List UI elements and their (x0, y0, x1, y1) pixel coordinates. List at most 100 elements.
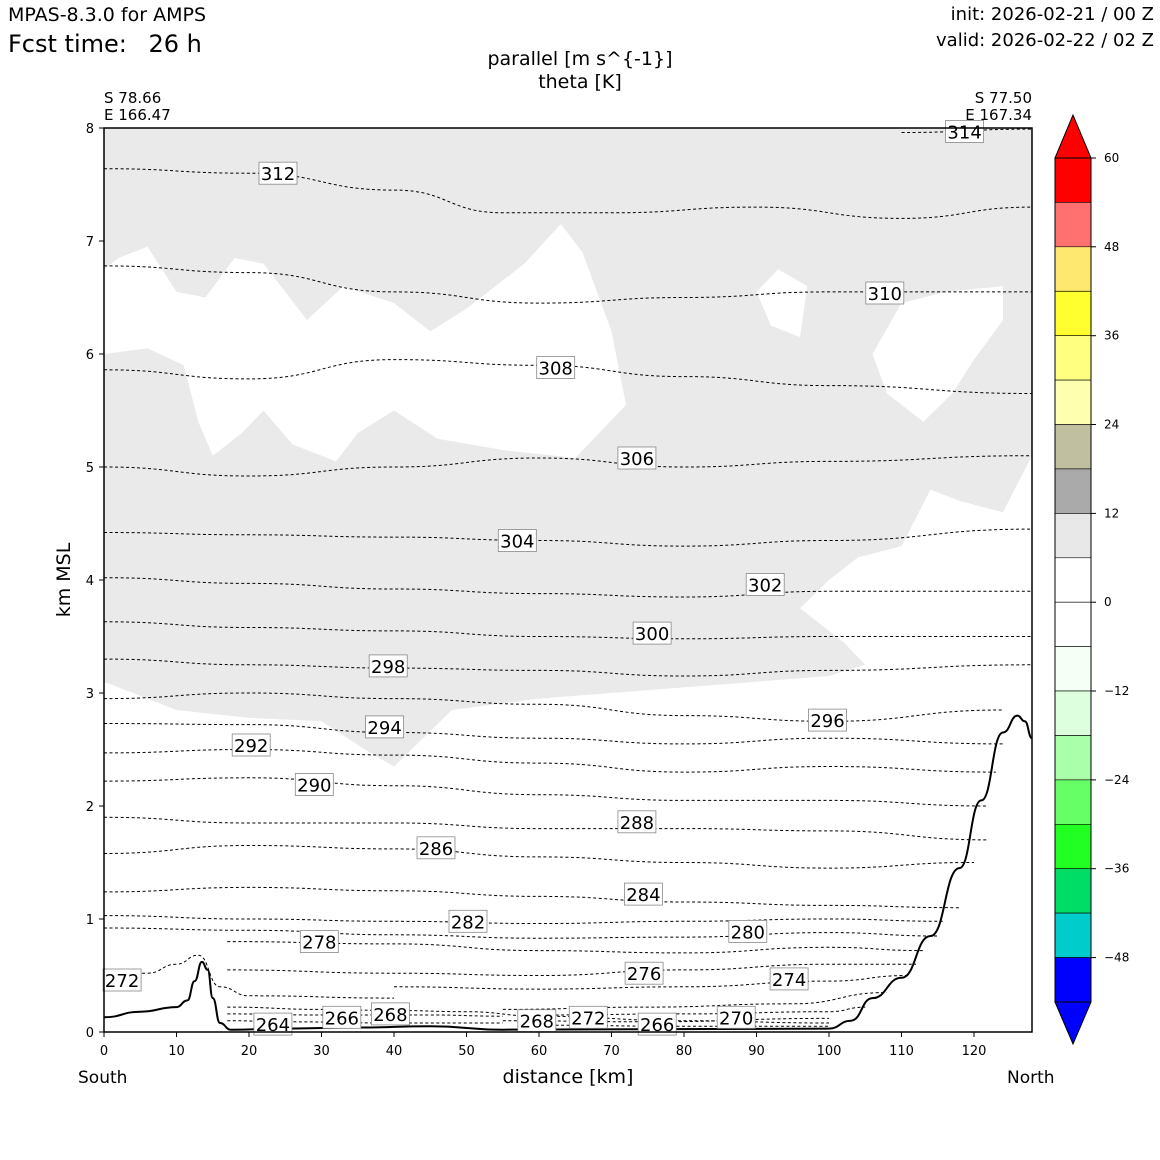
contour-label-text: 266 (325, 1008, 359, 1029)
contour-label-266: 266 (322, 1005, 362, 1029)
contour-label-282: 282 (448, 909, 488, 933)
contour-label-box (624, 882, 663, 906)
contour-label-290: 290 (294, 773, 334, 797)
contour-label-box (299, 930, 339, 953)
contour-label-298: 298 (368, 654, 408, 678)
north-label: North (1007, 1068, 1055, 1088)
contour-label-box (322, 1005, 362, 1029)
y-tick-label: 1 (86, 913, 94, 928)
colorbar-segment (1054, 513, 1092, 559)
y-tick-label: 7 (86, 235, 94, 250)
contour-label-270: 270 (716, 1005, 756, 1029)
y-axis: 0 1 2 3 4 5 6 7 8 (86, 122, 104, 1041)
y-axis-label: km MSL (53, 542, 75, 617)
contour-label-text: 268 (373, 1005, 407, 1026)
contour-label-text: 270 (719, 1008, 753, 1029)
colorbar-segment (1054, 957, 1092, 1003)
colorbar-segment (1054, 424, 1092, 470)
contour-label-278: 278 (299, 930, 339, 954)
theta-contour-282 (103, 915, 946, 925)
contour-labels: 264 266 268 266 268 270 272 272 274 276 278 280 282 2… (102, 119, 984, 1036)
contour-label-box (365, 715, 405, 739)
colorbar-tick-label: −48 (1104, 951, 1129, 965)
contour-label-text: 264 (256, 1015, 290, 1036)
contour-label-272: 272 (102, 968, 142, 992)
contour-label-266: 266 (637, 1012, 677, 1036)
x-tick-label: 110 (889, 1044, 914, 1059)
theta-contour-314 (901, 128, 1033, 133)
colorbar-tick-label: −24 (1104, 773, 1129, 787)
contour-label-306: 306 (617, 446, 657, 470)
contour-label-box (945, 119, 984, 143)
colorbar-segment (1054, 868, 1092, 914)
contour-label-box (617, 446, 657, 470)
contour-label-274: 274 (769, 967, 809, 991)
contour-label-box (258, 161, 298, 185)
contour-label-box (294, 773, 334, 796)
colorbar-segment (1054, 601, 1092, 647)
contour-label-text: 296 (810, 711, 844, 732)
contour-label-text: 286 (419, 839, 453, 860)
x-tick-label: 100 (817, 1044, 842, 1059)
x-tick-label: 20 (241, 1044, 258, 1059)
x-axis-label: distance [km] (503, 1066, 634, 1088)
colorbar-segment (1054, 335, 1092, 381)
contour-label-284: 284 (624, 882, 663, 906)
contour-label-text: 274 (772, 970, 806, 991)
shade-gap-0 (104, 224, 626, 462)
contour-label-304: 304 (497, 529, 537, 553)
contour-label-300: 300 (632, 621, 672, 645)
contour-label-box (253, 1012, 293, 1036)
contour-label-308: 308 (536, 356, 576, 380)
contour-label-box (497, 529, 537, 552)
theta-contour-302 (103, 577, 1032, 598)
x-tick-label: 40 (386, 1044, 403, 1059)
theta-contour-274 (393, 975, 909, 990)
contour-label-text: 278 (302, 933, 336, 954)
contour-label-box (769, 967, 809, 991)
contour-label-264: 264 (253, 1012, 293, 1036)
y-tick-label: 0 (86, 1026, 94, 1041)
theta-contour-306 (103, 455, 1033, 477)
colorbar-segment (1054, 246, 1092, 292)
start-lon: E 166.47 (104, 106, 171, 124)
valid-time: valid: 2026-02-22 / 02 Z (936, 30, 1154, 51)
contour-label-box (368, 654, 408, 678)
theta-contour-272 (103, 954, 395, 999)
contour-label-text: 268 (520, 1012, 554, 1033)
start-lat: S 78.66 (104, 89, 162, 107)
contour-label-box (745, 573, 785, 596)
contour-label-box (370, 1002, 410, 1026)
contour-label-268: 268 (370, 1002, 410, 1026)
contour-label-box (416, 836, 456, 860)
contour-label-314: 314 (945, 119, 984, 143)
contour-label-text: 280 (731, 922, 765, 943)
terrain-outline (103, 714, 1033, 1031)
colorbar-tick-label: 60 (1104, 151, 1119, 165)
contour-label-box (865, 281, 905, 305)
contour-label-text: 272 (105, 971, 139, 992)
contour-label-box (568, 1005, 608, 1029)
contour-label-294: 294 (365, 715, 405, 739)
contour-label-text: 310 (868, 284, 902, 305)
theta-contour-298 (103, 658, 1033, 677)
colorbar-tick-label: −12 (1104, 684, 1129, 698)
colorbar: 60 48 36 24 12 0 −12 −24 −36 −48 (1054, 113, 1129, 1046)
theta-contour-304 (103, 528, 1033, 547)
theta-contour-312 (103, 168, 1033, 219)
colorbar-segment (1054, 468, 1092, 514)
theta-contour-268 (227, 1006, 830, 1024)
contour-label-box (102, 968, 142, 992)
colorbar-tick-label: 36 (1104, 329, 1119, 343)
wind-shading (104, 128, 1032, 767)
contour-label-272: 272 (568, 1005, 608, 1029)
x-tick-label: 30 (313, 1044, 330, 1059)
contour-label-text: 300 (635, 624, 669, 645)
contour-label-box (716, 1005, 756, 1029)
theta-contour-276 (227, 963, 916, 977)
theta-contour-284 (103, 886, 960, 909)
contour-label-box (632, 621, 672, 645)
contour-label-text: 312 (261, 164, 295, 185)
contour-label-text: 314 (947, 122, 981, 143)
